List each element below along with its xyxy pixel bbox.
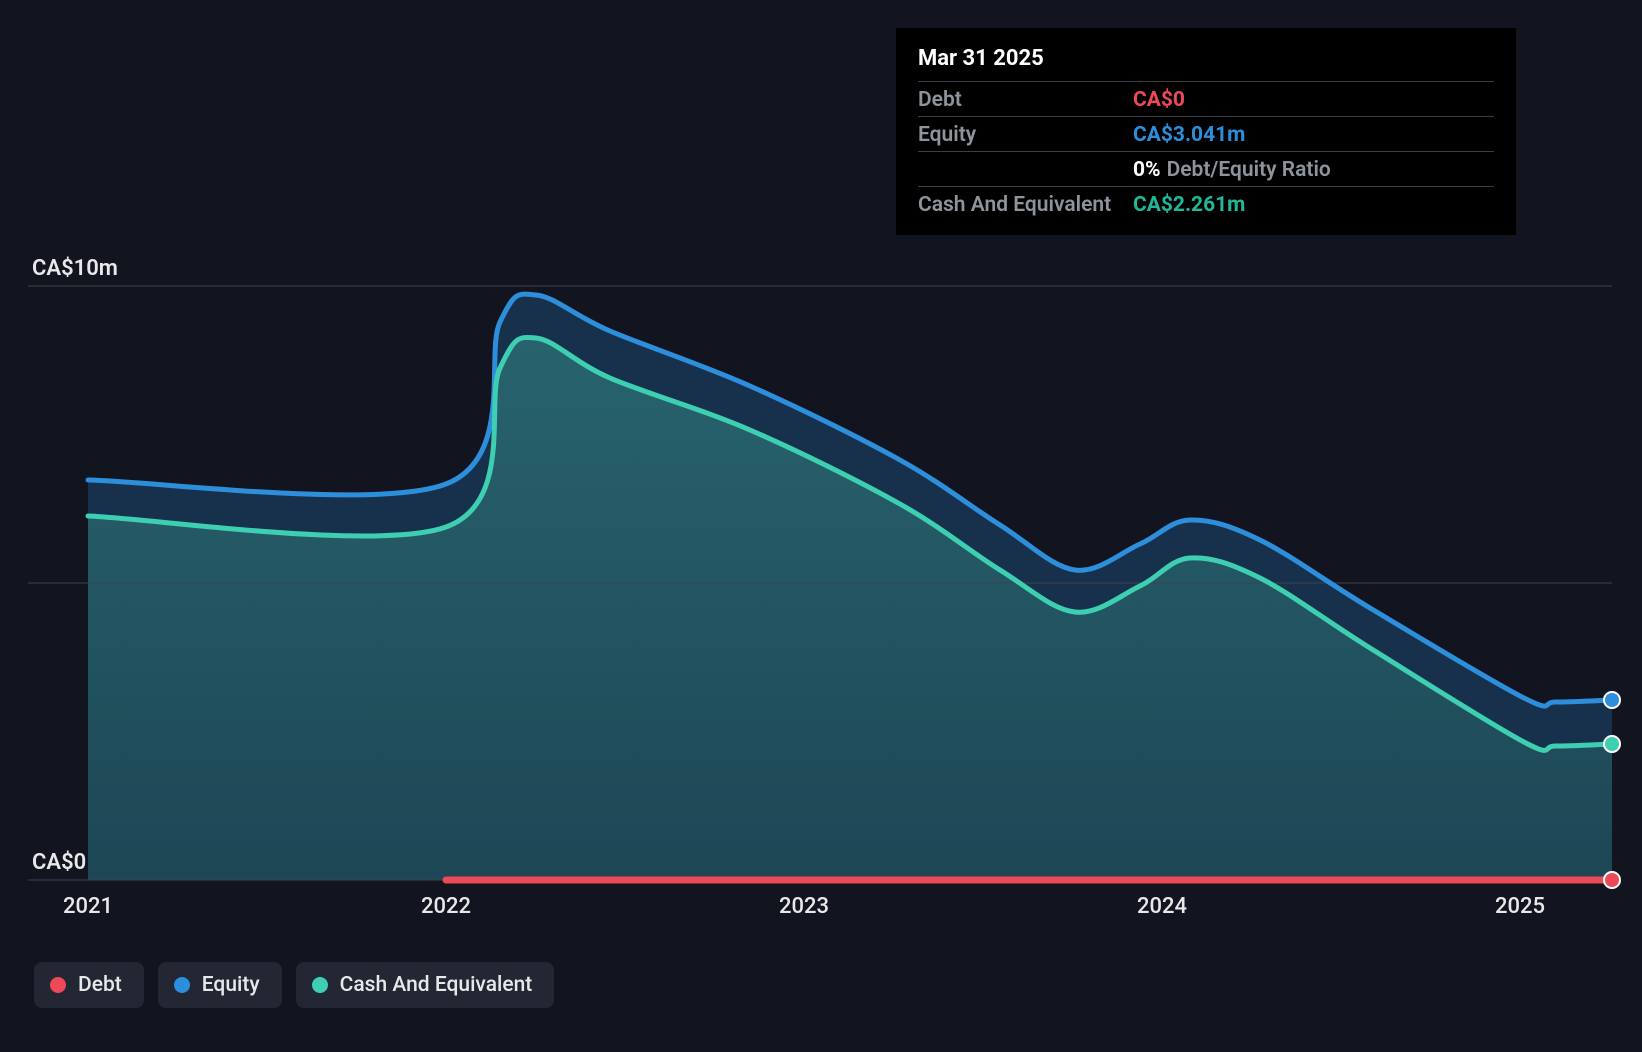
x-tick-label: 2023 [779,894,829,919]
legend-dot-icon [174,977,190,993]
legend-label: Equity [202,973,260,997]
x-tick-label: 2024 [1137,894,1187,919]
y-tick-label: CA$10m [32,256,118,281]
legend-item[interactable]: Debt [34,962,144,1008]
x-tick-label: 2022 [421,894,471,919]
tooltip-row-value: CA$2.261m [1133,193,1245,217]
tooltip-row-label: Cash And Equivalent [918,193,1133,217]
tooltip-row: Cash And EquivalentCA$2.261m [918,186,1494,221]
tooltip-row: DebtCA$0 [918,81,1494,116]
x-tick-label: 2021 [63,894,113,919]
legend-dot-icon [50,977,66,993]
legend-item[interactable]: Equity [158,962,282,1008]
y-tick-label: CA$0 [32,850,86,875]
x-tick-label: 2025 [1495,894,1545,919]
legend-item[interactable]: Cash And Equivalent [296,962,555,1008]
legend-dot-icon [312,977,328,993]
tooltip-row: EquityCA$3.041m [918,116,1494,151]
legend-label: Debt [78,973,122,997]
tooltip-date: Mar 31 2025 [918,46,1494,81]
tooltip-row-value: CA$3.041m [1133,123,1245,147]
tooltip-row: 0%Debt/Equity Ratio [918,151,1494,186]
tooltip-row-label: Equity [918,123,1133,147]
legend-label: Cash And Equivalent [340,973,533,997]
tooltip-row-label: Debt [918,88,1133,112]
chart-tooltip: Mar 31 2025 DebtCA$0EquityCA$3.041m0%Deb… [896,28,1516,235]
chart-legend: Debt Equity Cash And Equivalent [34,962,554,1008]
tooltip-row-value: 0% [1133,158,1161,182]
tooltip-row-value: CA$0 [1133,88,1185,112]
financial-area-chart: CA$0 CA$10m 2021 2022 2023 2024 2025 Mar 31 2… [0,0,1642,1052]
tooltip-row-suffix: Debt/Equity Ratio [1167,158,1331,182]
